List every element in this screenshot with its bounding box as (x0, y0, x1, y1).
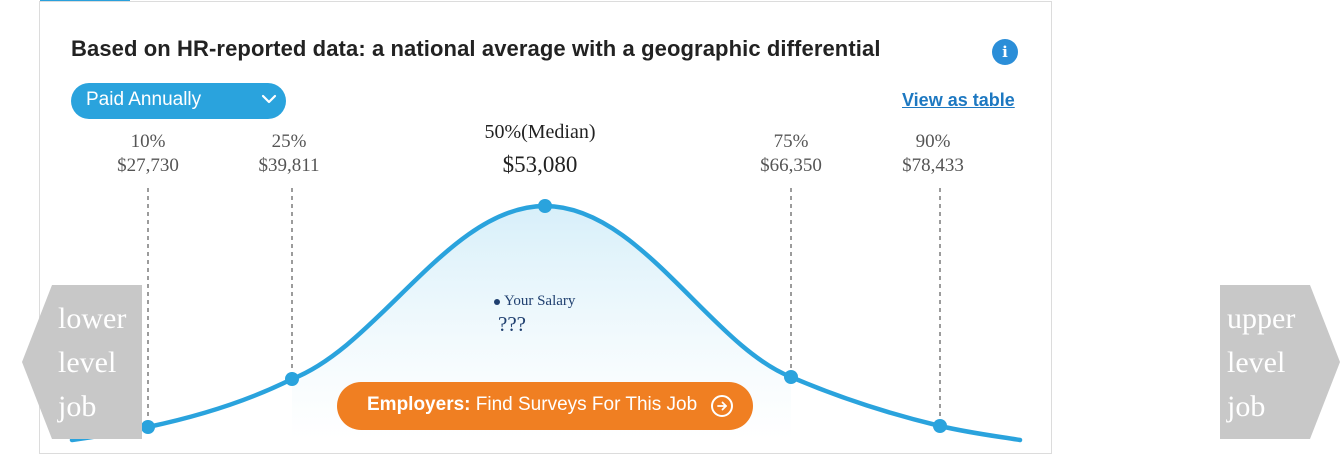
percentile-25: 25% $39,811 (229, 130, 349, 178)
upper-level-job-label: upper level job (1227, 302, 1296, 423)
median-marker (538, 199, 552, 213)
percentile-25-value: $39,811 (258, 155, 320, 176)
lower-level-job-label: lower level job (58, 302, 127, 423)
percentile-75: 75% $66,350 (731, 130, 851, 178)
view-as-table-link[interactable]: View as table (902, 90, 1015, 110)
your-salary-dot (494, 298, 500, 305)
cta-employers-label: Employers: (367, 394, 471, 415)
percentile-median-label: 50%(Median) (484, 121, 596, 143)
percentile-25-label: 25% (271, 131, 307, 152)
info-icon[interactable]: i (992, 39, 1018, 65)
p25-marker (285, 372, 299, 386)
percentile-markers (141, 199, 947, 434)
your-salary-marker: Your Salary ??? (494, 292, 575, 337)
percentile-median-value: $53,080 (502, 152, 578, 177)
p10-marker (141, 420, 155, 434)
percentile-10: 10% $27,730 (88, 130, 208, 178)
percentile-10-value: $27,730 (117, 155, 179, 176)
chart-heading: Based on HR-reported data: a national av… (71, 36, 881, 61)
your-salary-label: Your Salary (504, 293, 576, 309)
pay-period-label: Paid Annually (86, 89, 202, 110)
upper-level-job-button[interactable]: upper level job (1220, 285, 1340, 439)
p90-marker (933, 419, 947, 433)
find-surveys-button[interactable]: Employers: Find Surveys For This Job (337, 382, 753, 430)
right-arrow-shape (1220, 285, 1340, 439)
percentile-median: 50%(Median) $53,080 (440, 120, 640, 180)
p75-marker (784, 370, 798, 384)
percentile-90-value: $78,433 (902, 155, 964, 176)
percentile-90-label: 90% (915, 131, 951, 152)
percentile-75-label: 75% (773, 131, 809, 152)
arrow-right-circle-icon (711, 395, 733, 417)
percentile-10-label: 10% (130, 131, 166, 152)
distribution-area (292, 206, 791, 440)
percentile-75-value: $66,350 (760, 155, 822, 176)
your-salary-value: ??? (498, 312, 526, 336)
chevron-down-icon (261, 94, 277, 104)
lower-level-job-button[interactable]: lower level job (22, 285, 142, 439)
cta-label: Find Surveys For This Job (475, 394, 698, 415)
pay-period-dropdown[interactable]: Paid Annually (71, 83, 286, 119)
left-arrow-shape (22, 285, 142, 439)
percentile-90: 90% $78,433 (873, 130, 993, 178)
